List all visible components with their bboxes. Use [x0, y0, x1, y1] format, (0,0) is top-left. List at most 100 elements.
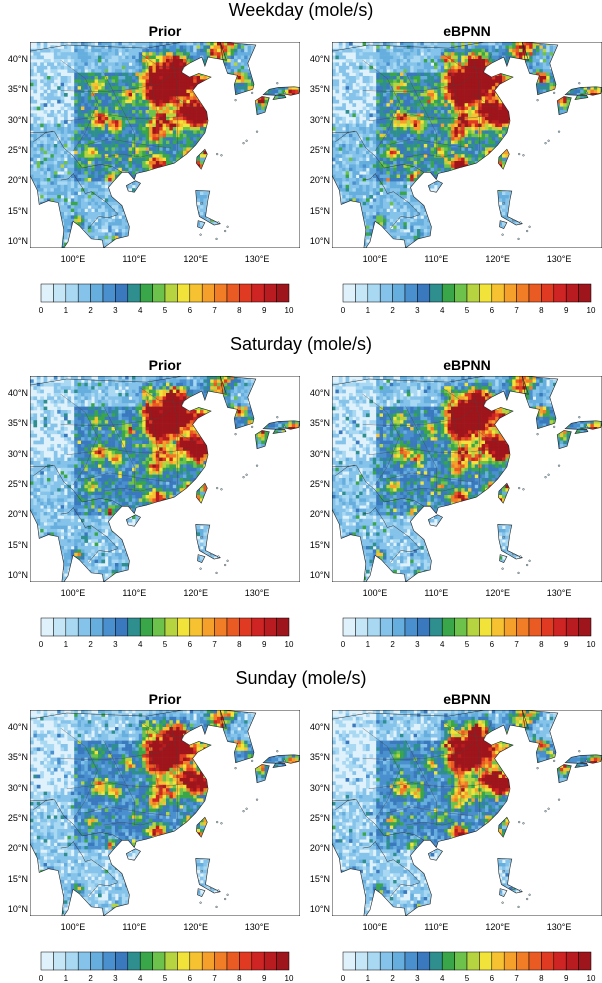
lat-tick-label: 30°N — [302, 115, 330, 125]
lat-tick-label: 25°N — [0, 813, 28, 823]
lon-tick-label: 120°E — [478, 254, 518, 264]
lon-tick-label: 100°E — [355, 254, 395, 264]
colorbar-tick-label: 9 — [558, 306, 574, 315]
lat-tick-label: 40°N — [0, 54, 28, 64]
colorbar-tick-label: 8 — [533, 306, 549, 315]
lat-tick-label: 10°N — [0, 904, 28, 914]
emission-map — [332, 376, 602, 582]
panel-title: Prior — [30, 23, 300, 39]
lon-tick-label: 120°E — [176, 588, 216, 598]
lat-tick-label: 25°N — [302, 479, 330, 489]
colorbar-tick-label: 2 — [83, 306, 99, 315]
lat-tick-label: 10°N — [0, 236, 28, 246]
lat-tick-label: 25°N — [302, 145, 330, 155]
lat-tick-label: 25°N — [0, 145, 28, 155]
emission-map — [332, 710, 602, 916]
colorbar-tick-label: 3 — [409, 640, 425, 649]
lat-tick-label: 40°N — [0, 722, 28, 732]
colorbar-tick-label: 5 — [459, 640, 475, 649]
lat-tick-label: 40°N — [302, 388, 330, 398]
lat-tick-label: 35°N — [302, 752, 330, 762]
colorbar — [342, 951, 592, 971]
colorbar-tick-label: 1 — [58, 306, 74, 315]
lat-tick-label: 15°N — [0, 540, 28, 550]
colorbar-tick-label: 3 — [107, 306, 123, 315]
panel-title: eBPNN — [332, 691, 602, 707]
colorbar-tick-label: 4 — [132, 306, 148, 315]
colorbar — [40, 283, 290, 303]
colorbar — [342, 283, 592, 303]
colorbar-tick-label: 9 — [256, 640, 272, 649]
lat-tick-label: 20°N — [302, 175, 330, 185]
panel-title: eBPNN — [332, 23, 602, 39]
colorbar-tick-label: 6 — [182, 306, 198, 315]
lat-tick-label: 40°N — [302, 722, 330, 732]
colorbar-tick-label: 10 — [583, 306, 599, 315]
colorbar-tick-label: 3 — [107, 640, 123, 649]
lon-tick-label: 110°E — [114, 254, 154, 264]
lat-tick-label: 30°N — [302, 449, 330, 459]
lat-tick-label: 15°N — [302, 874, 330, 884]
colorbar-tick-label: 8 — [231, 640, 247, 649]
lat-tick-label: 20°N — [0, 175, 28, 185]
lat-tick-label: 30°N — [0, 449, 28, 459]
lon-tick-label: 110°E — [114, 922, 154, 932]
lat-tick-label: 30°N — [302, 783, 330, 793]
lat-tick-label: 10°N — [302, 236, 330, 246]
lat-tick-label: 35°N — [0, 84, 28, 94]
colorbar-tick-label: 6 — [182, 640, 198, 649]
colorbar-tick-label: 7 — [207, 306, 223, 315]
lat-tick-label: 25°N — [302, 813, 330, 823]
colorbar-tick-label: 1 — [58, 640, 74, 649]
lat-tick-label: 35°N — [302, 418, 330, 428]
lat-tick-label: 30°N — [0, 783, 28, 793]
lon-tick-label: 120°E — [478, 922, 518, 932]
lat-tick-label: 35°N — [302, 84, 330, 94]
lat-tick-label: 10°N — [302, 904, 330, 914]
lat-tick-label: 15°N — [0, 874, 28, 884]
lon-tick-label: 120°E — [176, 254, 216, 264]
colorbar-tick-label: 2 — [385, 640, 401, 649]
panel-title: Prior — [30, 357, 300, 373]
lat-tick-label: 30°N — [0, 115, 28, 125]
colorbar-tick-label: 7 — [509, 306, 525, 315]
colorbar-tick-label: 8 — [533, 640, 549, 649]
section-title: Weekday (mole/s) — [0, 0, 602, 21]
lat-tick-label: 10°N — [0, 570, 28, 580]
colorbar-tick-label: 0 — [33, 306, 49, 315]
colorbar-tick-label: 4 — [434, 306, 450, 315]
colorbar-tick-label: 6 — [484, 640, 500, 649]
colorbar-tick-label: 9 — [256, 306, 272, 315]
lat-tick-label: 40°N — [0, 388, 28, 398]
colorbar-tick-label: 10 — [583, 640, 599, 649]
colorbar-tick-label: 1 — [360, 640, 376, 649]
panel-title: Prior — [30, 691, 300, 707]
colorbar-tick-label: 7 — [509, 640, 525, 649]
lat-tick-label: 20°N — [0, 509, 28, 519]
colorbar-tick-label: 5 — [157, 640, 173, 649]
lon-tick-label: 120°E — [478, 588, 518, 598]
colorbar-tick-label: 10 — [281, 306, 297, 315]
colorbar-tick-label: 1 — [360, 306, 376, 315]
lat-tick-label: 15°N — [302, 206, 330, 216]
lat-tick-label: 35°N — [0, 418, 28, 428]
emission-map — [30, 710, 300, 916]
lon-tick-label: 110°E — [416, 922, 456, 932]
colorbar-tick-label: 0 — [335, 306, 351, 315]
lon-tick-label: 130°E — [237, 922, 277, 932]
colorbar-tick-label: 3 — [409, 306, 425, 315]
colorbar-tick-label: 5 — [459, 306, 475, 315]
lon-tick-label: 100°E — [53, 922, 93, 932]
lat-tick-label: 15°N — [302, 540, 330, 550]
colorbar-tick-label: 0 — [335, 640, 351, 649]
panel-title: eBPNN — [332, 357, 602, 373]
colorbar-tick-label: 4 — [434, 640, 450, 649]
section-title: Sunday (mole/s) — [0, 668, 602, 689]
lon-tick-label: 130°E — [237, 588, 277, 598]
colorbar-tick-label: 10 — [281, 640, 297, 649]
lat-tick-label: 20°N — [0, 843, 28, 853]
lon-tick-label: 130°E — [237, 254, 277, 264]
colorbar — [40, 617, 290, 637]
emission-map — [332, 42, 602, 248]
colorbar-tick-label: 8 — [231, 306, 247, 315]
